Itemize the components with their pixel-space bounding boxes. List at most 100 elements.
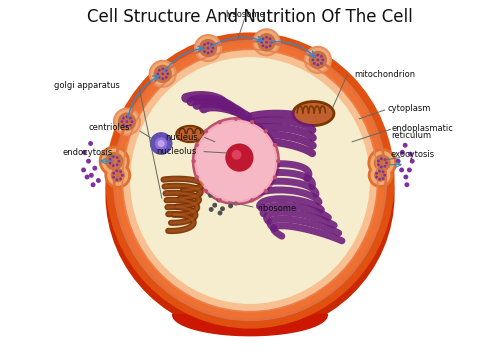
Circle shape: [384, 158, 386, 161]
Circle shape: [377, 160, 380, 162]
Circle shape: [264, 306, 272, 314]
Text: cytoplasm: cytoplasm: [388, 104, 431, 113]
Circle shape: [151, 145, 156, 150]
Text: lysosome: lysosome: [225, 10, 264, 19]
Circle shape: [118, 160, 120, 162]
Circle shape: [382, 177, 384, 180]
Circle shape: [308, 51, 327, 69]
Circle shape: [218, 211, 222, 216]
Circle shape: [119, 177, 122, 180]
Ellipse shape: [106, 53, 395, 336]
Circle shape: [228, 307, 236, 315]
Circle shape: [232, 196, 237, 201]
Circle shape: [304, 46, 332, 74]
Circle shape: [107, 165, 128, 186]
Text: nucleolus: nucleolus: [156, 147, 196, 156]
Text: golgi apparatus: golgi apparatus: [54, 81, 120, 90]
Circle shape: [119, 170, 122, 173]
Circle shape: [150, 62, 174, 86]
Circle shape: [116, 169, 118, 172]
Circle shape: [120, 120, 124, 123]
Circle shape: [110, 168, 125, 182]
Circle shape: [273, 175, 277, 179]
Circle shape: [129, 117, 132, 120]
Circle shape: [206, 42, 210, 45]
Circle shape: [264, 129, 268, 133]
Circle shape: [199, 39, 217, 57]
Circle shape: [262, 44, 264, 47]
Circle shape: [206, 52, 210, 55]
Circle shape: [378, 178, 381, 181]
Circle shape: [116, 156, 118, 159]
Circle shape: [404, 182, 409, 187]
Circle shape: [306, 48, 330, 72]
Circle shape: [240, 311, 246, 318]
Circle shape: [396, 159, 400, 164]
Circle shape: [90, 182, 96, 187]
Circle shape: [81, 167, 86, 172]
Circle shape: [370, 151, 394, 175]
Circle shape: [226, 143, 254, 172]
Circle shape: [265, 46, 268, 48]
Circle shape: [384, 174, 386, 177]
Circle shape: [380, 158, 382, 160]
Circle shape: [122, 117, 125, 120]
Circle shape: [118, 113, 136, 131]
Circle shape: [316, 63, 320, 66]
Circle shape: [164, 135, 169, 139]
Ellipse shape: [178, 127, 203, 141]
Circle shape: [116, 163, 118, 166]
Circle shape: [116, 178, 118, 181]
Circle shape: [377, 163, 380, 166]
Circle shape: [203, 50, 206, 53]
Circle shape: [89, 173, 94, 178]
Circle shape: [368, 148, 397, 178]
Circle shape: [375, 172, 378, 175]
Circle shape: [210, 43, 213, 46]
Circle shape: [84, 175, 89, 179]
Circle shape: [322, 58, 324, 61]
Ellipse shape: [294, 103, 333, 124]
Circle shape: [254, 30, 278, 54]
Circle shape: [264, 189, 268, 193]
Circle shape: [156, 73, 159, 75]
Circle shape: [228, 204, 233, 209]
Circle shape: [158, 76, 160, 79]
Circle shape: [154, 65, 172, 83]
Circle shape: [102, 148, 127, 174]
Circle shape: [162, 78, 164, 80]
Circle shape: [218, 120, 222, 124]
Circle shape: [250, 120, 254, 124]
Circle shape: [272, 302, 278, 308]
Circle shape: [234, 201, 238, 206]
Circle shape: [148, 60, 177, 88]
Circle shape: [192, 117, 280, 205]
Text: ribosome: ribosome: [257, 204, 296, 213]
Circle shape: [108, 158, 112, 161]
Circle shape: [157, 149, 162, 154]
Circle shape: [262, 38, 264, 40]
Circle shape: [104, 162, 131, 189]
Circle shape: [162, 73, 164, 75]
Circle shape: [273, 143, 277, 147]
Text: centrioles: centrioles: [88, 123, 130, 132]
Ellipse shape: [292, 100, 336, 127]
Circle shape: [265, 36, 268, 39]
Circle shape: [258, 33, 276, 51]
Ellipse shape: [130, 57, 370, 304]
Circle shape: [82, 150, 86, 155]
Circle shape: [410, 159, 414, 164]
Circle shape: [250, 198, 254, 202]
Circle shape: [88, 141, 93, 146]
Circle shape: [252, 28, 280, 56]
Circle shape: [126, 125, 128, 128]
Circle shape: [202, 47, 204, 50]
Text: mitochondrion: mitochondrion: [354, 70, 415, 79]
Circle shape: [150, 141, 155, 146]
Circle shape: [194, 175, 199, 179]
Circle shape: [160, 149, 166, 154]
Circle shape: [375, 176, 378, 178]
Circle shape: [96, 178, 101, 183]
Circle shape: [150, 132, 172, 155]
Circle shape: [164, 148, 169, 153]
